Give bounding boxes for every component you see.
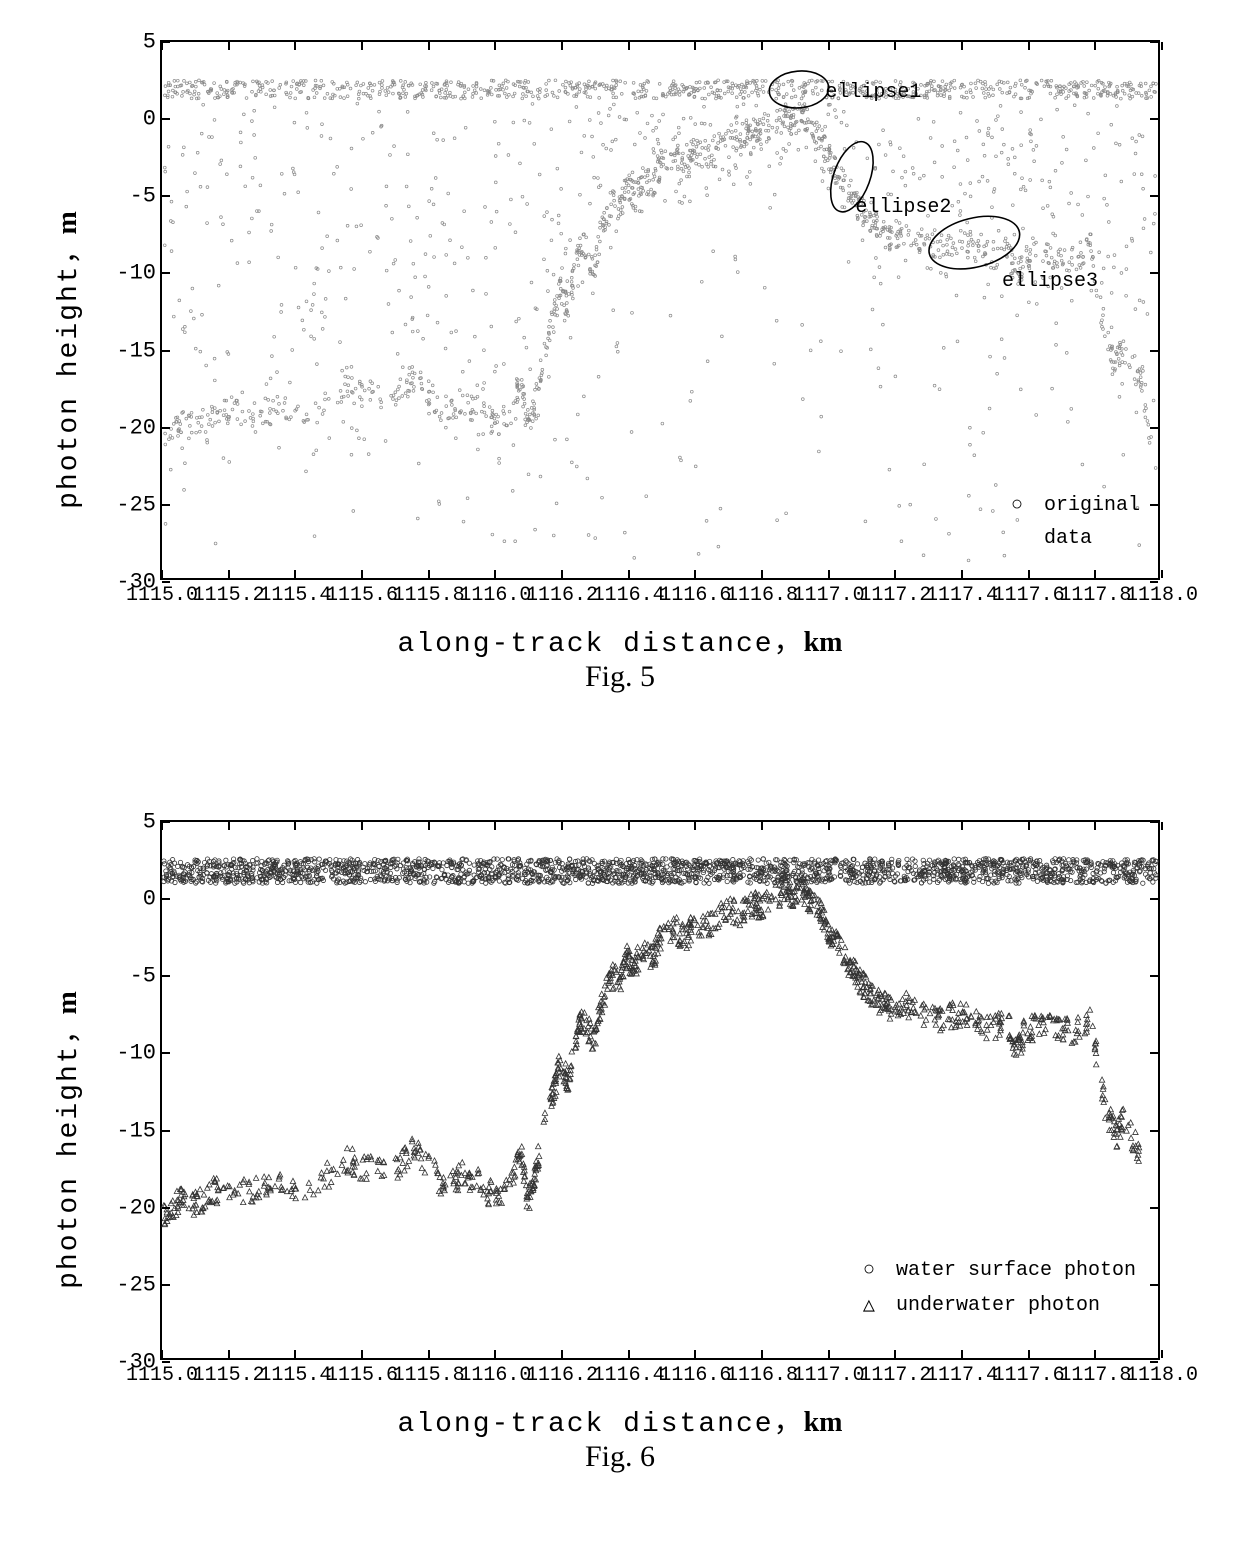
xtick-label: 1117.4 — [926, 1358, 998, 1387]
ytick-label: -25 — [112, 492, 162, 517]
xtick-label: 1117.6 — [993, 578, 1065, 607]
xtick-label: 1118.0 — [1126, 578, 1198, 607]
fig6-xlabel-unit: km — [804, 1407, 843, 1438]
xtick-label: 1116.8 — [726, 578, 798, 607]
xtick-label: 1117.0 — [793, 578, 865, 607]
fig5-ylabel-unit: m — [52, 211, 83, 234]
ytick-label: -5 — [112, 964, 162, 989]
ytick-label: -5 — [112, 184, 162, 209]
xtick-label: 1115.4 — [259, 1358, 331, 1387]
xtick-label: 1115.4 — [259, 578, 331, 607]
fig6-ylabel-unit: m — [52, 991, 83, 1014]
fig6-xlabel: along-track distance，km — [50, 1400, 1190, 1440]
fig5-caption: Fig. 5 — [50, 660, 1190, 694]
xtick-label: 1116.2 — [526, 1358, 598, 1387]
xtick-label: 1116.6 — [659, 1358, 731, 1387]
ytick-label: 0 — [112, 887, 162, 912]
xtick-label: 1115.0 — [126, 578, 198, 607]
ytick-label: -10 — [112, 1041, 162, 1066]
ytick-label: 0 — [112, 107, 162, 132]
fig6-caption: Fig. 6 — [50, 1440, 1190, 1474]
ytick-label: 5 — [112, 30, 162, 55]
xtick-label: 1117.4 — [926, 578, 998, 607]
ellipse-label: ellipse3 — [1002, 270, 1098, 293]
ellipse-label: ellipse2 — [855, 196, 951, 219]
xtick-label: 1115.2 — [193, 1358, 265, 1387]
xtick-label: 1115.0 — [126, 1358, 198, 1387]
xtick-label: 1116.0 — [459, 1358, 531, 1387]
fig5-legend: ○originaldata — [1002, 494, 1140, 560]
xtick-label: 1116.4 — [593, 1358, 665, 1387]
xtick-label: 1116.2 — [526, 578, 598, 607]
ytick-label: -10 — [112, 261, 162, 286]
ytick-label: 5 — [112, 810, 162, 835]
legend-label: underwater photon — [896, 1294, 1100, 1317]
fig5-ylabel: photon height，m — [45, 211, 85, 509]
fig5-ylabel-text: photon height， — [54, 234, 85, 508]
xtick-label: 1117.0 — [793, 1358, 865, 1387]
xtick-label: 1117.6 — [993, 1358, 1065, 1387]
xtick-label: 1115.6 — [326, 578, 398, 607]
figure-6: photon height，m -30-25-20-15-10-5051115.… — [50, 800, 1190, 1480]
figure-5: photon height，m -30-25-20-15-10-5051115.… — [50, 20, 1190, 700]
ytick-label: -15 — [112, 1118, 162, 1143]
xtick-label: 1116.8 — [726, 1358, 798, 1387]
xtick-label: 1117.2 — [859, 578, 931, 607]
fig6-ylabel: photon height，m — [45, 991, 85, 1289]
ytick-label: -20 — [112, 1195, 162, 1220]
fig6-legend: ○water surface photon△underwater photon — [854, 1259, 1136, 1328]
fig5-plot-area: -30-25-20-15-10-5051115.01115.21115.4111… — [160, 40, 1160, 580]
fig5-xlabel: along-track distance，km — [50, 620, 1190, 660]
xtick-label: 1116.0 — [459, 578, 531, 607]
ytick-label: -20 — [112, 415, 162, 440]
xtick-label: 1115.6 — [326, 1358, 398, 1387]
xtick-label: 1115.8 — [393, 578, 465, 607]
fig6-plot-area: -30-25-20-15-10-5051115.01115.21115.4111… — [160, 820, 1160, 1360]
xtick-label: 1118.0 — [1126, 1358, 1198, 1387]
xtick-label: 1115.2 — [193, 578, 265, 607]
xtick-label: 1116.6 — [659, 578, 731, 607]
ytick-label: -15 — [112, 338, 162, 363]
fig6-ylabel-text: photon height， — [54, 1014, 85, 1288]
fig6-xlabel-text: along-track distance， — [398, 1409, 804, 1440]
fig5-xlabel-text: along-track distance， — [398, 629, 804, 660]
xtick-label: 1116.4 — [593, 578, 665, 607]
ellipse-label: ellipse1 — [825, 81, 921, 104]
xtick-label: 1117.8 — [1059, 1358, 1131, 1387]
xtick-label: 1115.8 — [393, 1358, 465, 1387]
legend-label: water surface photon — [896, 1259, 1136, 1282]
ytick-label: -25 — [112, 1272, 162, 1297]
xtick-label: 1117.2 — [859, 1358, 931, 1387]
fig5-xlabel-unit: km — [804, 627, 843, 658]
xtick-label: 1117.8 — [1059, 578, 1131, 607]
